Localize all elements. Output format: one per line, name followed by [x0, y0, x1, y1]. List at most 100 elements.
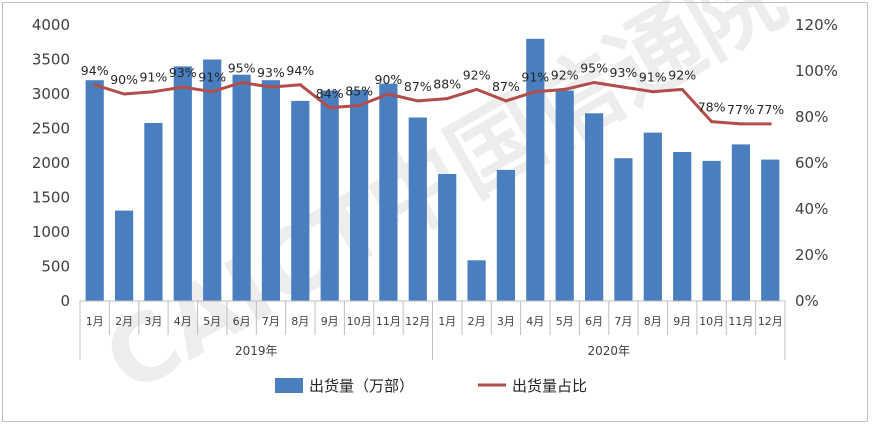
- data-labels: 94%90% 91% 93% 91%95% 93% 94%84% 85%90% 87% 88%9…: [81, 61, 785, 117]
- data-label: 95%: [228, 61, 256, 76]
- y-tick-right: 80%: [795, 108, 828, 126]
- x-tick: 10月: [699, 315, 724, 328]
- x-tick: 3月: [497, 315, 515, 328]
- y-tick-left: 2500: [32, 120, 70, 138]
- line-point: [768, 122, 772, 126]
- x-tick: 2月: [468, 315, 486, 328]
- data-label: 84%: [316, 86, 344, 101]
- legend-label-line: 出货量占比: [512, 377, 587, 395]
- y-tick-left: 0: [60, 292, 70, 310]
- line-point: [298, 83, 302, 87]
- data-label: 85%: [345, 84, 373, 99]
- x-tick: 2月: [115, 315, 133, 328]
- line-point: [533, 90, 537, 94]
- line-path: [94, 81, 771, 126]
- x-tick: 1月: [86, 315, 104, 328]
- bar: [85, 80, 104, 301]
- bar: [203, 59, 222, 301]
- y-tick-left: 1500: [32, 189, 70, 207]
- x-tick: 11月: [376, 315, 401, 328]
- bar: [467, 260, 486, 301]
- bar: [673, 152, 692, 301]
- data-label: 91%: [140, 70, 168, 85]
- line-point: [386, 92, 390, 96]
- x-tick: 12月: [758, 315, 783, 328]
- y-tick-right: 40%: [795, 200, 828, 218]
- y-tick-left: 4000: [32, 16, 70, 34]
- y-tick-right: 20%: [795, 246, 828, 264]
- data-label: 90%: [110, 72, 138, 87]
- y-tick-right: 100%: [795, 62, 838, 80]
- line-point: [93, 83, 97, 87]
- line-point: [328, 106, 332, 110]
- data-label: 91%: [198, 70, 226, 85]
- data-label: 91%: [639, 70, 667, 85]
- line-point: [416, 99, 420, 103]
- line-point: [651, 90, 655, 94]
- x-tick: 10月: [347, 315, 372, 328]
- line-point: [445, 97, 449, 101]
- bar: [526, 38, 545, 302]
- bar: [320, 90, 339, 301]
- bar: [144, 123, 163, 301]
- line-point: [151, 90, 155, 94]
- x-group-label: 2020年: [588, 344, 631, 358]
- line-point: [357, 104, 361, 107]
- x-tick: 4月: [526, 315, 544, 328]
- y-tick-left: 3000: [32, 85, 70, 103]
- bar: [555, 90, 574, 301]
- line-series: [93, 81, 772, 126]
- data-label: 93%: [169, 65, 197, 80]
- x-tick: 8月: [644, 315, 662, 328]
- line-point: [122, 92, 126, 96]
- axes: 0 500 1000 1500 2000 2500 3000 3500 4000 0% 20% 40%…: [32, 16, 838, 360]
- data-label: 92%: [463, 67, 491, 82]
- line-point: [240, 81, 244, 84]
- data-label: 94%: [286, 63, 314, 78]
- chart-frame: [2, 2, 868, 422]
- legend-swatch-bar: [275, 378, 303, 393]
- bar: [261, 80, 280, 301]
- line-point: [739, 122, 743, 126]
- bar: [614, 158, 633, 301]
- y-tick-left: 3500: [32, 51, 70, 69]
- line-point: [181, 85, 185, 89]
- line-point: [210, 90, 214, 94]
- line-point: [563, 87, 567, 91]
- data-label: 77%: [727, 102, 755, 117]
- bar: [173, 66, 192, 302]
- bar: [702, 160, 721, 301]
- data-label: 93%: [257, 65, 285, 80]
- bar: [643, 132, 662, 301]
- x-tick: 7月: [262, 315, 280, 328]
- line-point: [621, 85, 625, 89]
- bar: [408, 117, 427, 301]
- line-point: [269, 85, 273, 89]
- data-label: 94%: [81, 63, 109, 78]
- data-label: 77%: [756, 102, 784, 117]
- bar: [379, 83, 398, 301]
- bar: [232, 74, 251, 301]
- x-tick: 11月: [728, 315, 753, 328]
- x-tick: 9月: [673, 315, 691, 328]
- line-point: [680, 87, 684, 91]
- x-tick: 5月: [556, 315, 574, 328]
- bar-series: [85, 38, 780, 302]
- bar: [761, 159, 780, 301]
- y-tick-left: 500: [41, 258, 70, 276]
- bar: [115, 210, 134, 301]
- data-label: 87%: [404, 79, 432, 94]
- x-tick: 1月: [438, 315, 456, 328]
- y-tick-right: 0%: [795, 292, 819, 310]
- bar: [731, 144, 750, 301]
- line-point: [710, 120, 714, 124]
- line-point: [592, 81, 596, 84]
- bar: [438, 174, 457, 301]
- x-tick: 8月: [291, 315, 309, 328]
- data-label: 91%: [521, 70, 549, 85]
- x-tick: 6月: [233, 315, 251, 328]
- bar: [585, 113, 604, 301]
- x-tick: 5月: [203, 315, 221, 328]
- x-tick: 3月: [144, 315, 162, 328]
